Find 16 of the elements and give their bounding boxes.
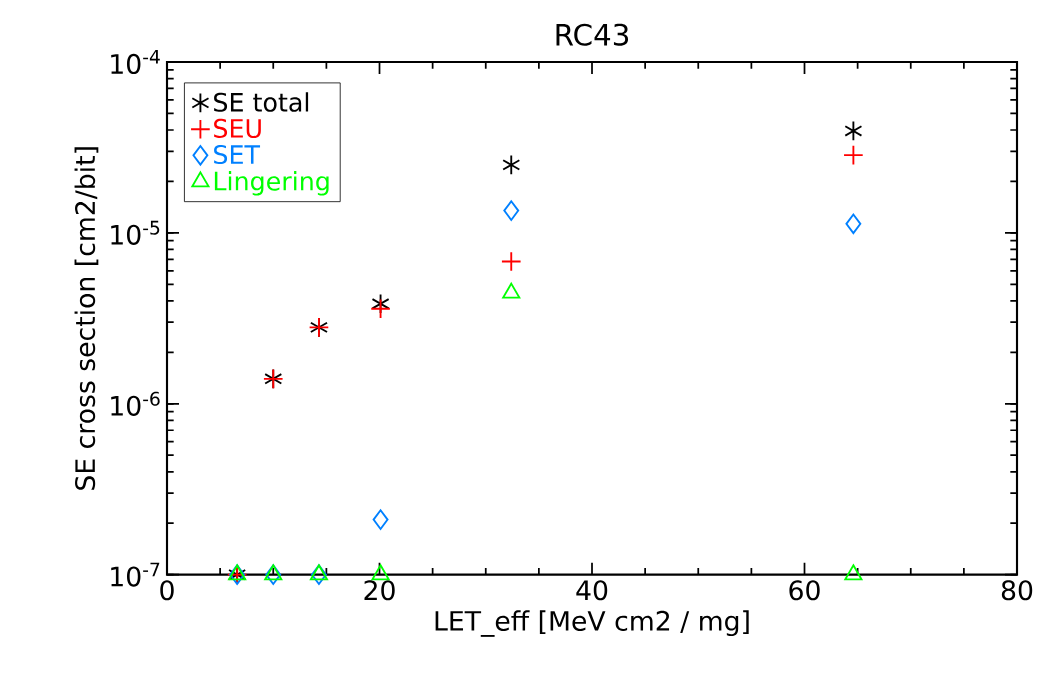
y-tick-label: 10$^{-4}$ [111,49,160,74]
x-tick-label: 80 [1001,580,1033,601]
y-tick-label: 10$^{-5}$ [111,220,160,245]
x-axis-title: LET_eff [MeV cm2 / mg] [435,610,749,637]
legend-label: SET [214,144,261,165]
y-tick-label: 10$^{-7}$ [111,562,160,587]
x-tick-label: 0 [160,580,174,601]
legend-label: SEU [214,118,261,138]
legend-label: Lingering [214,171,329,196]
x-tick-label: 40 [576,580,608,601]
legend-label: SE total [214,92,309,112]
x-tick-label: 60 [789,580,820,601]
y-axis-title: SE cross section [cm2/bit] [74,147,99,490]
y-tick-label: 10$^{-6}$ [111,391,160,416]
x-tick-label: 20 [364,580,395,601]
chart-title: RC43 [556,23,629,46]
